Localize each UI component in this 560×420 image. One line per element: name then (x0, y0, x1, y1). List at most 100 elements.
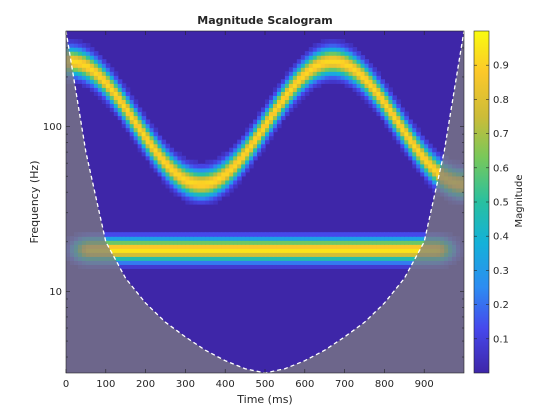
heatmap-cell (348, 71, 354, 76)
y-tick-label: 10 (49, 287, 62, 298)
heatmap-cell (392, 131, 397, 137)
heatmap-cell (233, 179, 238, 185)
heatmap-cell (396, 248, 401, 253)
heatmap-cell (185, 256, 190, 261)
heatmap-cell (101, 91, 107, 96)
heatmap-cell (93, 63, 99, 68)
heatmap-cell (396, 103, 401, 109)
heatmap-cell (177, 232, 183, 237)
heatmap-cell (169, 167, 175, 173)
heatmap-cell (237, 260, 242, 265)
heatmap-cell (225, 183, 230, 189)
heatmap-cell (93, 83, 99, 88)
heatmap-cell (257, 240, 262, 245)
heatmap-cell (360, 264, 366, 269)
heatmap-cell (432, 163, 437, 169)
heatmap-cell (189, 195, 194, 201)
heatmap-cell (340, 252, 346, 257)
heatmap-cell (105, 83, 111, 88)
heatmap-cell (165, 163, 171, 169)
heatmap-cell (308, 256, 314, 261)
heatmap-cell (133, 135, 139, 141)
heatmap-cell (105, 79, 111, 84)
heatmap-cell (181, 183, 186, 189)
heatmap-cell (348, 260, 354, 265)
heatmap-cell (141, 264, 147, 269)
heatmap-cell (316, 67, 322, 72)
heatmap-cell (296, 79, 302, 84)
heatmap-cell (380, 232, 385, 237)
heatmap-cell (392, 248, 397, 253)
heatmap-cell (97, 55, 103, 60)
heatmap-cell (197, 171, 202, 177)
heatmap-cell (416, 248, 421, 253)
heatmap-cell (149, 143, 155, 149)
heatmap-cell (97, 67, 103, 72)
heatmap-cell (364, 236, 370, 241)
heatmap-cell (121, 103, 127, 109)
heatmap-cell (97, 95, 103, 100)
heatmap-cell (340, 232, 346, 237)
heatmap-cell (209, 183, 214, 189)
heatmap-cell (165, 175, 171, 181)
heatmap-cell (265, 256, 270, 261)
heatmap-cell (233, 240, 238, 245)
heatmap-cell (344, 75, 350, 80)
heatmap-cell (141, 260, 147, 265)
heatmap-cell (181, 159, 186, 165)
heatmap-cell (416, 159, 421, 165)
heatmap-cell (324, 256, 330, 261)
heatmap-cell (93, 91, 99, 96)
heatmap-cell (284, 236, 290, 241)
heatmap-cell (416, 240, 421, 245)
heatmap-cell (213, 175, 218, 181)
colorbar-label: Magnitude (514, 175, 525, 228)
heatmap-cell (249, 244, 254, 249)
heatmap-cell (384, 252, 389, 257)
heatmap-cell (233, 155, 238, 161)
heatmap-cell (352, 71, 358, 76)
heatmap-cell (189, 252, 194, 257)
heatmap-cell (384, 107, 389, 113)
heatmap-cell (185, 183, 190, 189)
heatmap-cell (440, 151, 445, 157)
heatmap-cell (368, 83, 374, 88)
heatmap-cell (229, 244, 234, 249)
heatmap-cell (316, 240, 322, 245)
heatmap-cell (77, 59, 83, 64)
heatmap-cell (145, 155, 151, 161)
heatmap-cell (284, 232, 290, 237)
heatmap-cell (432, 179, 437, 185)
heatmap-cell (320, 244, 326, 249)
heatmap-cell (388, 240, 393, 245)
x-tick-label: 400 (216, 379, 235, 390)
heatmap-cell (380, 79, 385, 84)
heatmap-cell (404, 123, 409, 129)
heatmap-cell (233, 143, 238, 149)
heatmap-cell (428, 167, 433, 173)
heatmap-cell (300, 55, 306, 60)
heatmap-cell (165, 236, 171, 241)
heatmap-cell (237, 175, 242, 181)
heatmap-cell (412, 155, 417, 161)
heatmap-cell (340, 55, 346, 60)
heatmap-cell (292, 244, 298, 249)
heatmap-cell (308, 236, 314, 241)
heatmap-cell (157, 163, 163, 169)
heatmap-cell (352, 63, 358, 68)
heatmap-cell (280, 79, 286, 84)
heatmap-cell (205, 256, 210, 261)
heatmap-cell (129, 135, 135, 141)
heatmap-cell (213, 252, 218, 257)
heatmap-cell (296, 232, 302, 237)
heatmap-cell (340, 79, 346, 84)
heatmap-cell (265, 111, 270, 117)
colorbar-tick-label: 0.5 (493, 198, 509, 209)
heatmap-cell (280, 240, 286, 245)
heatmap-cell (81, 59, 87, 64)
heatmap-cell (81, 83, 87, 88)
heatmap-cell (205, 171, 210, 177)
heatmap-cell (237, 248, 242, 253)
heatmap-cell (209, 179, 214, 185)
heatmap-cell (416, 151, 421, 157)
